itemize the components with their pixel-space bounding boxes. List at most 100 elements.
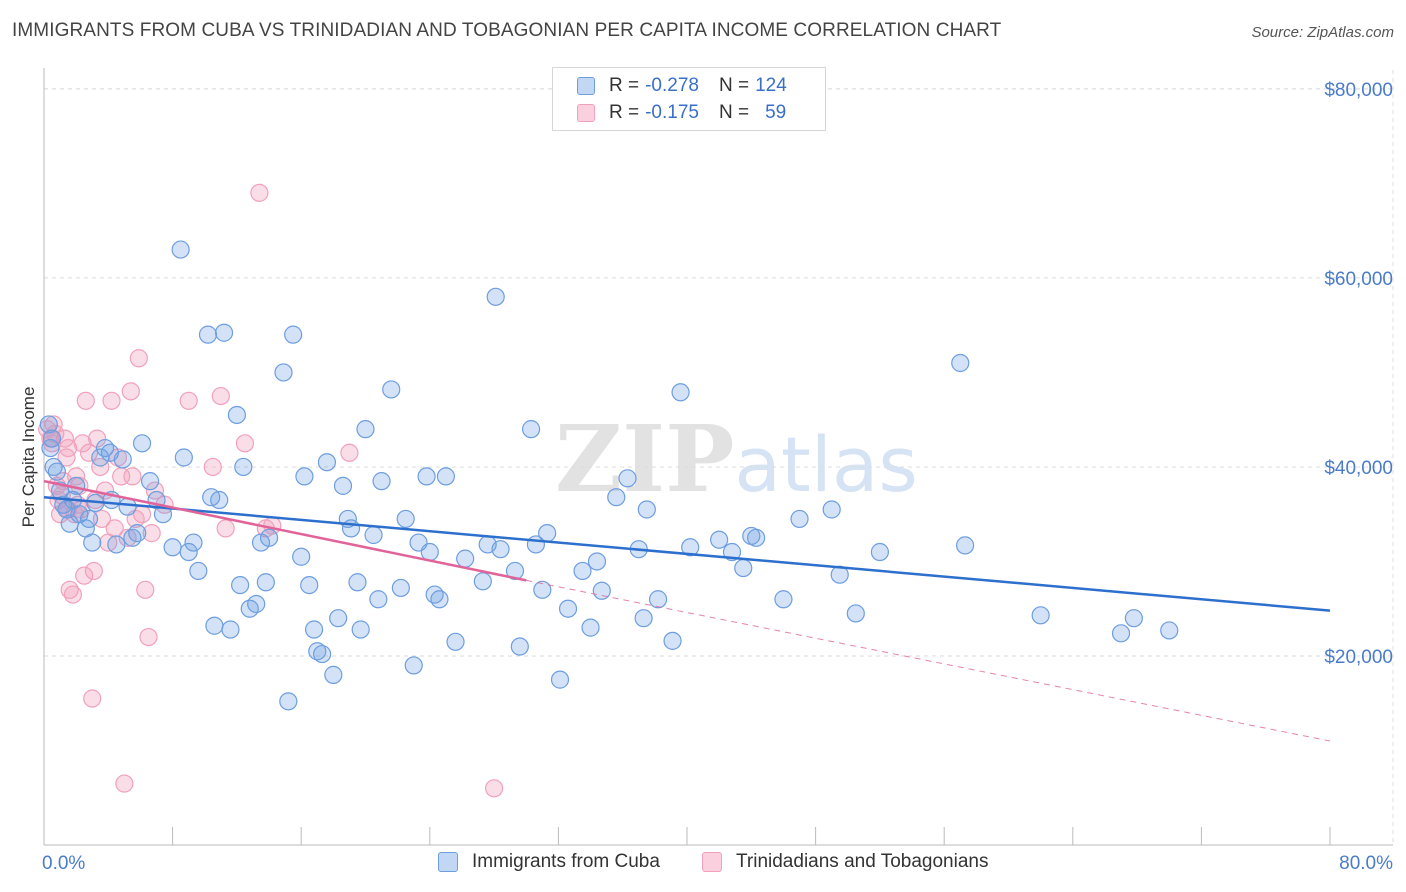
cuba-point	[573, 561, 592, 581]
legend-r-value: -0.175	[645, 102, 699, 123]
axis-labels: $20,000 $40,000 $60,000 $80,000 0.0% 80.0% Per…	[19, 80, 1393, 874]
cuba-point	[822, 500, 841, 519]
cuba-point	[436, 467, 455, 486]
legend-r-label: R =	[609, 75, 640, 96]
trinidad-point	[76, 391, 95, 410]
trinidad-point	[203, 457, 222, 477]
chart-title: IMMIGRANTS FROM CUBA VS TRINIDADIAN AND …	[12, 20, 1002, 41]
cuba-point	[430, 590, 449, 609]
cuba-point	[417, 467, 436, 486]
x-tick-label-max: 80.0%	[1339, 853, 1393, 874]
trinidad-point	[139, 627, 158, 647]
cuba-point	[274, 363, 293, 382]
cuba-point	[634, 609, 653, 628]
cuba-point	[341, 519, 361, 538]
series-legend-trinidad: Trinidadians and Tobagonians	[702, 851, 988, 873]
cuba-point	[1124, 609, 1143, 628]
series-name-cuba: Immigrants from Cuba	[472, 851, 660, 872]
trinidad-point	[118, 528, 137, 547]
cuba-trend-line	[43, 495, 1331, 612]
watermark-atlas: atlas	[734, 420, 919, 509]
cuba-point	[107, 535, 126, 554]
cuba-point	[870, 542, 890, 562]
cuba-point	[955, 536, 975, 555]
cuba-point	[391, 578, 410, 598]
cuba-point	[308, 642, 327, 661]
trinidad-point	[211, 386, 230, 406]
cuba-point	[317, 453, 337, 472]
axes	[43, 68, 1393, 846]
trinidad-points	[38, 183, 504, 798]
cuba-point	[205, 616, 224, 635]
trinidad-point	[142, 524, 161, 543]
cuba-point	[189, 561, 208, 581]
trinidad-point	[92, 509, 111, 529]
cuba-point	[356, 420, 375, 439]
trinidad-point	[75, 566, 94, 585]
trinidad-point	[105, 519, 124, 538]
trinidad-point	[121, 382, 140, 401]
series-legend: Immigrants from Cuba Trinidadians and To…	[0, 851, 1406, 879]
trinidad-point	[250, 183, 269, 202]
y-axis-label: Per Capita Income	[19, 387, 38, 528]
cuba-point	[587, 552, 607, 571]
cuba-point	[710, 530, 729, 549]
cuba-point	[333, 476, 353, 495]
series-swatch-trinidad	[702, 852, 722, 872]
cuba-point	[329, 609, 348, 628]
cuba-point	[300, 575, 319, 595]
trinidad-point	[44, 415, 63, 434]
legend-n-value: 124	[755, 75, 787, 96]
trinidad-point	[84, 561, 103, 581]
legend-n-value: 59	[765, 102, 787, 123]
trinidad-point	[123, 467, 142, 486]
cuba-point	[456, 549, 475, 568]
cuba-point	[774, 590, 793, 609]
cuba-point	[184, 533, 203, 552]
cuba-point	[790, 509, 809, 529]
legend-r-label: R =	[609, 102, 640, 123]
cuba-point	[510, 637, 529, 656]
cuba-point	[446, 632, 465, 651]
trinidad-point	[83, 689, 102, 708]
cuba-point	[663, 631, 682, 650]
trinidad-point	[115, 774, 134, 793]
cuba-point	[348, 573, 367, 592]
trend-lines	[43, 479, 1331, 742]
watermark: ZIPatlas	[555, 405, 918, 513]
cuba-point	[364, 525, 383, 545]
legend-r-value: -0.278	[645, 75, 699, 96]
cuba-point	[491, 540, 510, 559]
cuba-point	[234, 457, 253, 477]
cuba-point	[369, 590, 388, 609]
cuba-point	[113, 450, 132, 469]
cuba-point	[256, 573, 275, 592]
cuba-point	[538, 524, 557, 543]
watermark-zip: ZIP	[555, 405, 735, 513]
trinidad-point	[91, 457, 110, 477]
cuba-point	[179, 542, 198, 562]
cuba-point	[312, 644, 332, 664]
trinidad-point	[63, 585, 83, 604]
cuba-point	[1160, 621, 1179, 640]
cuba-point	[404, 656, 423, 675]
trinidad-point	[73, 434, 92, 453]
cuba-point	[91, 448, 110, 467]
grid-lines	[44, 70, 1394, 845]
trinidad-point	[485, 779, 504, 798]
cuba-point	[351, 620, 370, 639]
stats-legend: R = -0.278 N = 124 R = -0.175 N = 59	[552, 67, 826, 131]
y-tick-label: $20,000	[1324, 647, 1393, 668]
cuba-point	[324, 665, 343, 684]
cuba-point	[1031, 606, 1050, 625]
cuba-point	[486, 287, 505, 306]
cuba-point	[231, 575, 250, 595]
cuba-point	[174, 448, 193, 467]
cuba-point	[295, 467, 314, 486]
cuba-point	[473, 572, 492, 591]
cuba-point	[42, 429, 62, 448]
cuba-point	[163, 538, 182, 557]
legend-swatch-trinidad	[577, 104, 595, 122]
cuba-points	[39, 240, 1179, 711]
